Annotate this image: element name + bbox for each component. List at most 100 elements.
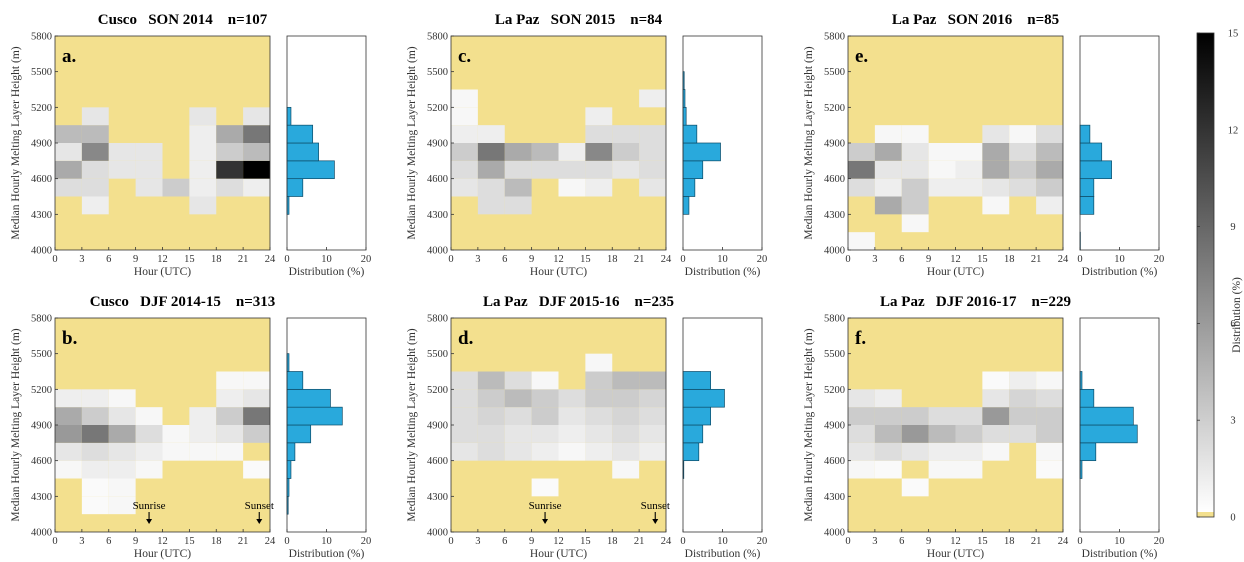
heatmap-cell	[135, 460, 163, 479]
x-tick-label: 3	[475, 254, 480, 265]
heatmap-cell	[135, 160, 163, 179]
x-axis-label: Hour (UTC)	[927, 266, 984, 278]
heatmap-cell	[874, 178, 902, 197]
heatmap-cell	[928, 143, 956, 161]
heatmap-cell	[982, 407, 1010, 425]
x-tick-label: 9	[133, 536, 138, 547]
heatmap-cell	[189, 178, 217, 197]
heatmap-cell	[451, 407, 478, 425]
y-tick-label: 4300	[31, 210, 52, 221]
x-tick-label: 15	[580, 254, 591, 265]
heatmap-cell	[477, 407, 505, 425]
panels: 0 3 6 9 12 15 18 21 24 4000 4300 4600 4900 5200 5500 58…	[10, 12, 1164, 560]
heatmap-cell	[639, 89, 666, 108]
heatmap-cell	[477, 196, 505, 215]
heatmap-cell	[108, 442, 136, 461]
heatmap-cell	[243, 407, 270, 425]
heatmap-cell	[955, 442, 983, 461]
hist-x-tick-label: 10	[717, 536, 728, 547]
heatmap-cell	[55, 389, 82, 408]
heatmap-cell	[639, 125, 666, 143]
heatmap-cell	[639, 178, 666, 197]
heatmap-cell	[585, 178, 613, 197]
heatmap-cell	[531, 478, 559, 497]
heatmap-cell	[874, 143, 902, 161]
heatmap-cell	[108, 389, 136, 408]
heatmap-cell	[451, 371, 478, 390]
heatmap-cell	[585, 425, 613, 443]
heatmap-cell	[901, 196, 929, 215]
heatmap-cell	[55, 460, 82, 479]
hist-x-tick-label: 0	[284, 254, 289, 265]
heatmap-cell	[955, 425, 983, 443]
hist-x-tick-label: 10	[321, 254, 332, 265]
x-tick-label: 24	[661, 254, 672, 265]
panel-title: Cusco SON 2014 n=107	[98, 12, 268, 28]
x-tick-label: 24	[1058, 254, 1069, 265]
y-axis-label: Median Hourly Melting Layer Height (m)	[803, 46, 815, 239]
x-tick-label: 15	[184, 254, 195, 265]
heatmap-cell	[451, 178, 478, 197]
y-axis-label: Median Hourly Melting Layer Height (m)	[803, 328, 815, 521]
heatmap-cell	[81, 196, 109, 215]
heatmap-cell	[982, 389, 1010, 408]
x-tick-label: 6	[899, 254, 904, 265]
histogram-bar	[286, 160, 335, 180]
heatmap-cell	[848, 460, 875, 479]
heatmap-cell	[81, 160, 109, 179]
heatmap-cell	[558, 160, 586, 179]
x-tick-label: 21	[238, 254, 249, 265]
heatmap-cell	[874, 425, 902, 443]
heatmap-cell	[955, 460, 983, 479]
x-tick-label: 12	[157, 536, 168, 547]
y-tick-label: 4900	[824, 139, 845, 150]
heatmap-cell	[1009, 160, 1037, 179]
heatmap-cell	[585, 407, 613, 425]
heatmap-cell	[477, 442, 505, 461]
heatmap-cell	[874, 125, 902, 143]
histogram-bar	[1079, 388, 1095, 408]
heatmap-cell	[108, 496, 136, 515]
histogram-bar	[682, 388, 725, 408]
heatmap-cell	[81, 442, 109, 461]
heatmap-cell	[451, 389, 478, 408]
heatmap-cell	[1036, 442, 1063, 461]
panel-letter: e.	[855, 46, 868, 67]
annotation-arrow-head	[146, 519, 153, 524]
heatmap-cell	[955, 178, 983, 197]
heatmap-cell	[216, 160, 244, 179]
x-tick-label: 21	[1031, 254, 1042, 265]
heatmap-cell	[81, 407, 109, 425]
heatmap-cell	[848, 407, 875, 425]
panel-title: La Paz SON 2015 n=84	[495, 12, 663, 28]
heatmap-cell	[55, 407, 82, 425]
x-axis-label: Hour (UTC)	[927, 548, 984, 560]
histogram-bar	[286, 106, 292, 126]
heatmap-cell	[108, 478, 136, 497]
chart-panel: 0 3 6 9 12 15 18 21 24 4000 4300 4600 4900 5200 5500 58…	[406, 12, 767, 278]
y-tick-label: 5500	[31, 349, 52, 360]
heatmap-cell	[189, 442, 217, 461]
heatmap-cell	[1036, 125, 1063, 143]
heatmap-cell	[243, 389, 270, 408]
chart-panel: 0 3 6 9 12 15 18 21 24 4000 4300 4600 4900 5200 5500 58…	[406, 294, 767, 560]
heatmap-cell	[612, 425, 640, 443]
y-tick-label: 4600	[824, 456, 845, 467]
heatmap-cell	[108, 407, 136, 425]
annotation-arrow-head	[652, 519, 659, 524]
heatmap-cell	[901, 160, 929, 179]
heatmap-cell	[189, 143, 217, 161]
heatmap-cell	[81, 425, 109, 443]
heatmap-cell	[504, 389, 532, 408]
y-tick-label: 4600	[31, 174, 52, 185]
panel-letter: b.	[62, 328, 77, 349]
hist-x-axis-label: Distribution (%)	[1082, 266, 1158, 278]
heatmap-cell	[81, 178, 109, 197]
heatmap-cell	[243, 143, 270, 161]
x-axis-label: Hour (UTC)	[530, 266, 587, 278]
panel-letter: f.	[855, 328, 866, 349]
y-tick-label: 5800	[427, 32, 448, 43]
heatmap-cell	[243, 125, 270, 143]
heatmap-cell	[504, 371, 532, 390]
heatmap-cell	[982, 196, 1010, 215]
